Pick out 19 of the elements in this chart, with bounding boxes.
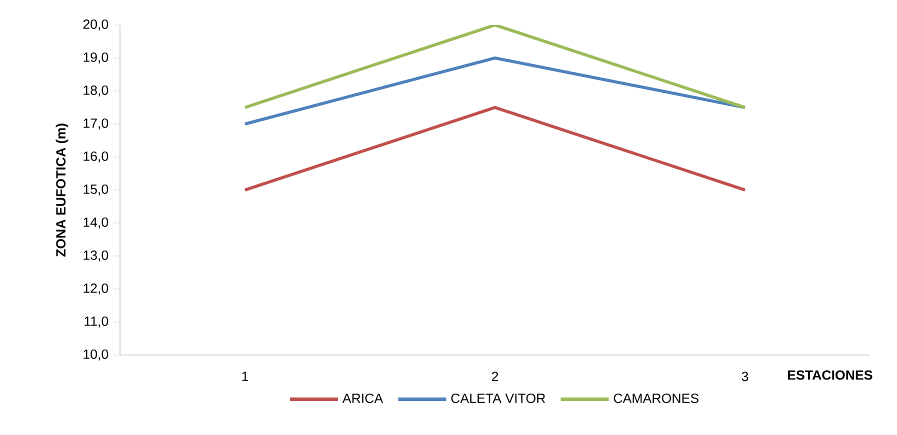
y-tick-label: 11,0 bbox=[84, 316, 108, 328]
y-tick-label: 20,0 bbox=[83, 19, 108, 31]
y-tick-label: 18,0 bbox=[84, 85, 108, 97]
y-tick-label: 13,0 bbox=[84, 250, 108, 262]
y-tick-label: 16,0 bbox=[84, 151, 108, 163]
y-tick-label: 15,0 bbox=[84, 184, 108, 196]
y-tick-label: 12,0 bbox=[84, 283, 108, 295]
y-tick-label: 10,0 bbox=[84, 349, 108, 361]
legend-label: CAMARONES bbox=[614, 394, 698, 404]
legend-label: ARICA bbox=[342, 394, 384, 404]
x-tick-label: 2 bbox=[492, 372, 498, 382]
x-tick-label: 3 bbox=[742, 372, 748, 382]
y-tick-label: 19,0 bbox=[84, 52, 108, 64]
legend-label: CALETA VITOR bbox=[451, 394, 546, 404]
x-axis-title: ESTACIONES bbox=[788, 370, 872, 380]
y-axis-title: ZONA EUFOTICA (m) bbox=[56, 124, 68, 257]
y-tick-label: 14,0 bbox=[84, 217, 108, 229]
x-tick-label: 1 bbox=[242, 372, 248, 381]
y-tick-label: 17,0 bbox=[84, 118, 108, 130]
